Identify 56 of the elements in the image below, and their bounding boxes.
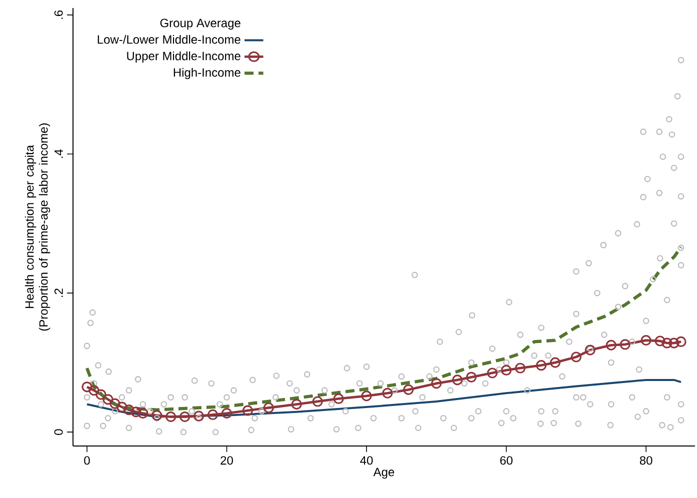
point	[466, 372, 477, 382]
point	[130, 406, 142, 418]
point	[124, 404, 134, 416]
point	[82, 382, 92, 392]
point	[152, 410, 162, 421]
point	[138, 408, 148, 419]
point	[263, 402, 274, 414]
point	[312, 396, 323, 407]
point	[487, 368, 498, 378]
point	[88, 385, 100, 396]
point	[96, 389, 106, 400]
point	[676, 336, 686, 348]
point	[536, 360, 547, 371]
y-tick-label: 0	[54, 429, 63, 435]
point	[431, 378, 442, 389]
legend-label: High-Income	[174, 68, 240, 80]
point	[382, 388, 393, 398]
point	[333, 393, 344, 404]
point	[403, 384, 414, 395]
point	[361, 390, 372, 402]
x-tick-label: 60	[500, 456, 513, 465]
x-tick-label: 20	[220, 456, 233, 465]
point	[662, 338, 672, 348]
x-tick-label: 80	[640, 456, 652, 465]
y-axis-title: Health consumption per capita (Proportion of prime-age labor income)	[24, 123, 50, 331]
y-tick-label: .2	[54, 288, 63, 297]
legend-label: Upper Middle-Income	[127, 51, 240, 63]
point	[550, 357, 561, 368]
point	[166, 411, 176, 422]
point	[207, 409, 218, 420]
legend-title: Group Average	[160, 18, 240, 30]
point	[180, 411, 190, 422]
point	[116, 402, 128, 412]
x-tick-label: 40	[360, 456, 373, 465]
point	[291, 398, 302, 410]
line-series	[86, 378, 682, 418]
legend-label: Low-/Lower Middle-Income	[98, 34, 240, 44]
y-tick-label: .6	[54, 10, 63, 19]
point	[620, 339, 630, 350]
point	[514, 362, 526, 374]
point	[500, 364, 512, 376]
y-tick-label: .4	[54, 149, 63, 158]
point	[221, 408, 232, 419]
point	[654, 336, 666, 346]
x-tick-label: 0	[84, 456, 90, 465]
x-axis-title: Age	[373, 468, 394, 479]
point	[194, 410, 204, 422]
point	[570, 352, 582, 362]
point	[606, 340, 616, 350]
point	[452, 374, 463, 386]
point	[242, 405, 254, 416]
point	[102, 394, 114, 405]
point	[584, 344, 596, 356]
line-series	[85, 246, 683, 412]
point	[110, 398, 120, 409]
point	[640, 335, 652, 346]
